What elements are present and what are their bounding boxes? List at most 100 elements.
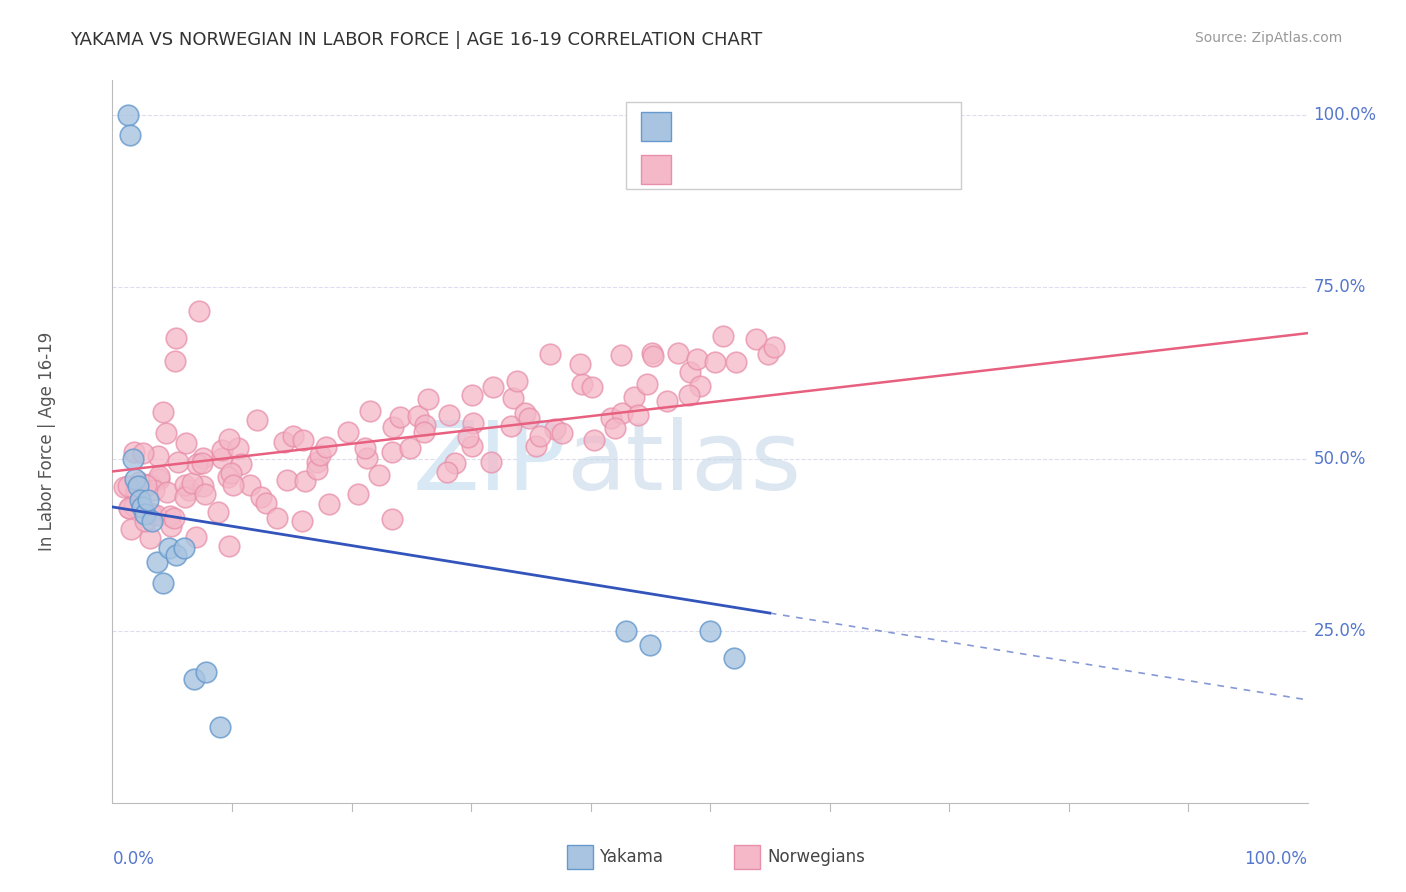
Point xyxy=(627,409,650,423)
Point xyxy=(354,441,377,455)
Point xyxy=(444,456,467,470)
Point xyxy=(238,478,260,492)
Text: R = -0.223   N = 22: R = -0.223 N = 22 xyxy=(683,117,873,136)
Point xyxy=(745,332,768,346)
Point xyxy=(118,500,141,515)
Point xyxy=(120,128,142,143)
Point xyxy=(165,548,187,562)
Point xyxy=(125,483,148,497)
Point xyxy=(218,539,240,553)
Point xyxy=(117,108,139,122)
Point xyxy=(193,451,215,466)
Point xyxy=(209,720,232,734)
Point xyxy=(307,461,329,475)
Point xyxy=(381,444,404,458)
Point xyxy=(686,352,709,367)
Point xyxy=(122,444,145,458)
Point xyxy=(616,624,638,638)
Point xyxy=(121,451,143,466)
Point xyxy=(381,419,404,434)
Point xyxy=(413,417,436,432)
Point xyxy=(173,541,195,556)
Point xyxy=(641,349,664,363)
Point xyxy=(117,479,139,493)
Text: atlas: atlas xyxy=(567,417,801,509)
Point xyxy=(502,391,524,405)
Point xyxy=(129,493,152,508)
Point xyxy=(416,392,439,406)
Text: Norwegians: Norwegians xyxy=(768,848,865,866)
Point xyxy=(457,430,479,444)
Point xyxy=(120,522,142,536)
Text: 25.0%: 25.0% xyxy=(1313,622,1367,640)
Point xyxy=(218,432,240,446)
Point xyxy=(583,433,606,447)
Point xyxy=(540,347,562,361)
Point xyxy=(141,514,163,528)
Point xyxy=(138,477,160,491)
Point xyxy=(254,496,277,510)
Point xyxy=(637,376,659,391)
Point xyxy=(165,330,187,344)
Point xyxy=(148,449,170,463)
Point xyxy=(699,624,721,638)
Point xyxy=(308,448,330,462)
Point xyxy=(436,465,458,479)
Point xyxy=(145,555,167,569)
FancyBboxPatch shape xyxy=(627,102,962,189)
Point xyxy=(479,455,502,469)
Point xyxy=(762,340,785,354)
Point xyxy=(381,511,404,525)
Point xyxy=(194,665,217,679)
Point xyxy=(305,455,328,469)
FancyBboxPatch shape xyxy=(734,846,761,869)
Point xyxy=(406,409,429,424)
Point xyxy=(184,530,207,544)
Point xyxy=(281,429,304,443)
Point xyxy=(724,355,747,369)
Point xyxy=(291,433,314,447)
Point xyxy=(336,425,359,439)
Point xyxy=(127,479,149,493)
Point xyxy=(437,408,460,422)
Point xyxy=(249,490,271,504)
Text: 50.0%: 50.0% xyxy=(1313,450,1367,467)
Point xyxy=(291,514,314,528)
Point xyxy=(623,390,645,404)
Point xyxy=(640,346,662,360)
Point xyxy=(174,436,197,450)
Point xyxy=(655,393,678,408)
Point xyxy=(112,480,135,494)
Point xyxy=(217,470,239,484)
Point xyxy=(174,491,197,505)
Point xyxy=(581,380,603,394)
Point xyxy=(294,474,316,488)
Point xyxy=(186,457,208,471)
Point xyxy=(678,387,700,401)
Point xyxy=(461,416,484,430)
Point xyxy=(529,429,551,443)
Point xyxy=(143,483,166,498)
Point xyxy=(228,441,250,455)
FancyBboxPatch shape xyxy=(567,846,593,869)
Point xyxy=(711,329,734,343)
Point xyxy=(179,483,201,497)
Point xyxy=(605,421,627,435)
Point xyxy=(506,375,529,389)
Text: In Labor Force | Age 16-19: In Labor Force | Age 16-19 xyxy=(38,332,56,551)
Point xyxy=(188,304,211,318)
Point xyxy=(163,354,186,368)
Point xyxy=(159,518,181,533)
Point xyxy=(211,442,233,457)
Text: YAKAMA VS NORWEGIAN IN LABOR FORCE | AGE 16-19 CORRELATION CHART: YAKAMA VS NORWEGIAN IN LABOR FORCE | AGE… xyxy=(70,31,762,49)
Point xyxy=(152,575,174,590)
Point xyxy=(703,355,725,369)
Point xyxy=(211,450,233,465)
Point xyxy=(517,411,540,425)
Point xyxy=(155,425,177,440)
Point xyxy=(367,468,389,483)
Point xyxy=(513,407,536,421)
Point xyxy=(276,473,298,487)
Point xyxy=(131,500,153,514)
Point xyxy=(148,472,170,486)
